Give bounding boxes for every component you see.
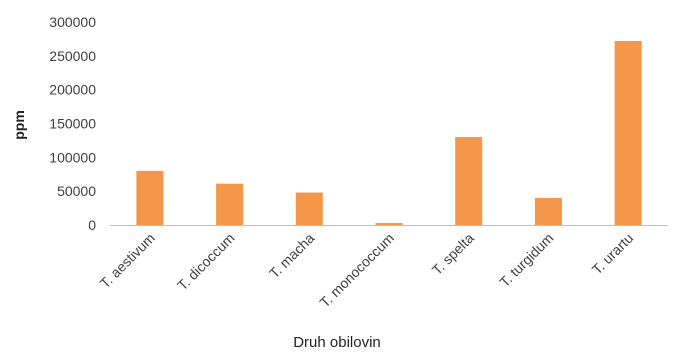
x-tick-label: T. aestivum [97, 230, 158, 291]
x-tick-label: T. monococcum [316, 230, 397, 311]
bar [136, 170, 164, 225]
bar [455, 137, 483, 225]
bars [136, 40, 642, 225]
bar [375, 222, 403, 225]
y-tick-label: 150000 [49, 116, 96, 132]
x-tick-label: T. turgidum [496, 230, 556, 290]
y-tick-label: 0 [88, 217, 96, 233]
bar [534, 197, 562, 225]
y-axis-ticks: 0 50000 100000 150000 200000 250000 300000 [49, 14, 96, 233]
bar [614, 40, 642, 225]
bar [216, 183, 244, 225]
x-axis-label: Druh obilovin [293, 334, 381, 351]
x-tick-label: T. spelta [429, 230, 477, 278]
y-axis-label: ppm [11, 110, 27, 140]
bar [295, 192, 323, 225]
x-tick-label: T. urartu [589, 230, 637, 278]
x-tick-label: T. macha [266, 230, 318, 282]
y-tick-label: 50000 [57, 183, 96, 199]
y-tick-label: 250000 [49, 48, 96, 64]
y-tick-label: 200000 [49, 82, 96, 98]
y-tick-label: 100000 [49, 149, 96, 165]
y-tick-label: 300000 [49, 14, 96, 30]
x-axis-ticks: T. aestivum T. dicoccum T. macha T. monococ… [97, 230, 637, 311]
x-tick-label: T. dicoccum [174, 230, 238, 294]
